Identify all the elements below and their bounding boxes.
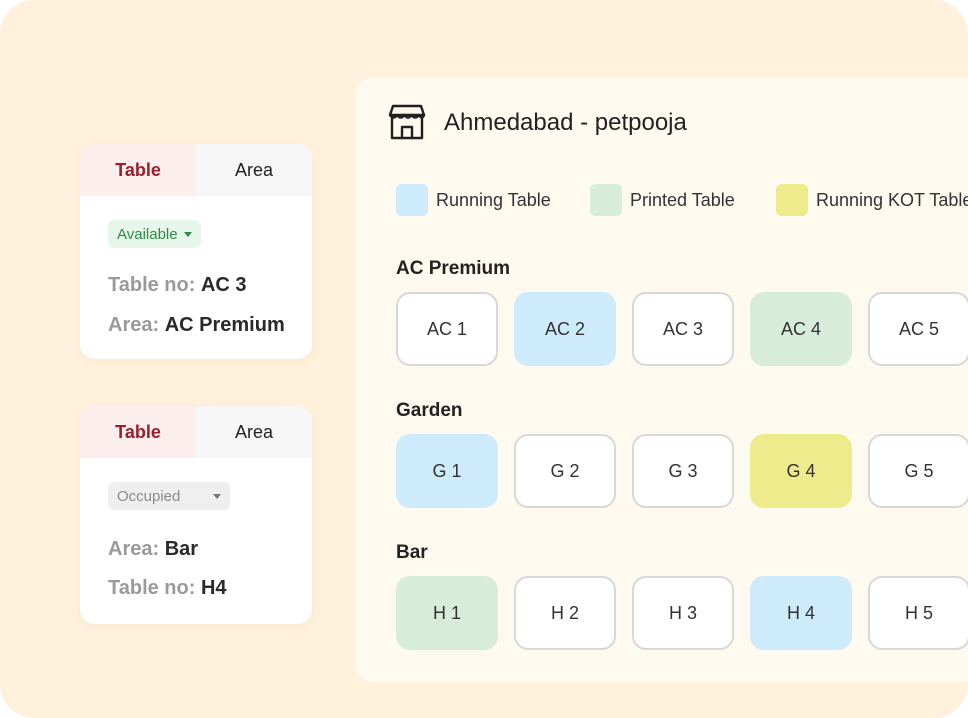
area-value: AC Premium [164, 314, 285, 336]
table-button[interactable]: AC 1 [396, 292, 498, 366]
table-button[interactable]: AC 3 [632, 292, 734, 366]
legend-running-kot-table: Running KOT Table [776, 184, 968, 216]
table-button[interactable]: H 4 [750, 576, 852, 650]
table-button[interactable]: G 1 [396, 434, 498, 508]
card-tabs: Table Area [80, 406, 312, 458]
table-button[interactable]: G 3 [632, 434, 734, 508]
status-dropdown[interactable]: Occupied [108, 482, 230, 510]
legend-swatch [590, 184, 622, 216]
legend-printed-table: Printed Table [590, 184, 735, 216]
caret-down-icon [183, 231, 192, 237]
table-button[interactable]: H 1 [396, 576, 498, 650]
status-value: Occupied [117, 487, 181, 505]
table-no-line: Table no: AC 3 [108, 274, 247, 297]
legend-swatch [776, 184, 808, 216]
tab-table[interactable]: Table [80, 406, 196, 458]
store-icon [388, 104, 426, 140]
table-no-value: AC 3 [200, 274, 247, 296]
table-button[interactable]: G 4 [750, 434, 852, 508]
tab-area[interactable]: Area [196, 144, 312, 196]
table-button[interactable]: AC 5 [868, 292, 968, 366]
status-value: Available [117, 225, 178, 243]
caret-down-icon [213, 493, 221, 499]
table-info-card-1: Table Area Available Table no: AC 3 Area… [80, 144, 312, 359]
area-label: Area: [108, 538, 160, 560]
table-no-label: Table no: [108, 274, 196, 296]
floor-plan-panel: Ahmedabad - petpooja Running Table Print… [356, 78, 968, 682]
table-button[interactable]: AC 4 [750, 292, 852, 366]
area-line: Area: Bar [108, 538, 198, 561]
legend-swatch [396, 184, 428, 216]
legend-running-table: Running Table [396, 184, 551, 216]
card-tabs: Table Area [80, 144, 312, 196]
table-button[interactable]: G 2 [514, 434, 616, 508]
table-no-label: Table no: [108, 577, 196, 599]
table-info-card-2: Table Area Occupied Area: Bar Table no: … [80, 406, 312, 624]
table-button[interactable]: H 3 [632, 576, 734, 650]
tab-area[interactable]: Area [196, 406, 312, 458]
legend-label: Running KOT Table [816, 189, 968, 210]
section-title-ac-premium: AC Premium [396, 258, 511, 279]
table-button[interactable]: G 5 [868, 434, 968, 508]
panel-title: Ahmedabad - petpooja [444, 109, 687, 136]
table-no-line: Table no: H4 [108, 577, 227, 600]
area-value: Bar [164, 538, 199, 560]
section-title-garden: Garden [396, 400, 463, 421]
area-line: Area: AC Premium [108, 314, 285, 337]
table-button[interactable]: H 5 [868, 576, 968, 650]
legend-label: Printed Table [630, 189, 735, 210]
section-title-bar: Bar [396, 542, 428, 563]
legend-label: Running Table [436, 189, 551, 210]
status-dropdown[interactable]: Available [108, 220, 201, 248]
area-label: Area: [108, 314, 160, 336]
table-button[interactable]: H 2 [514, 576, 616, 650]
table-button[interactable]: AC 2 [514, 292, 616, 366]
table-no-value: H4 [200, 577, 227, 599]
tab-table[interactable]: Table [80, 144, 196, 196]
